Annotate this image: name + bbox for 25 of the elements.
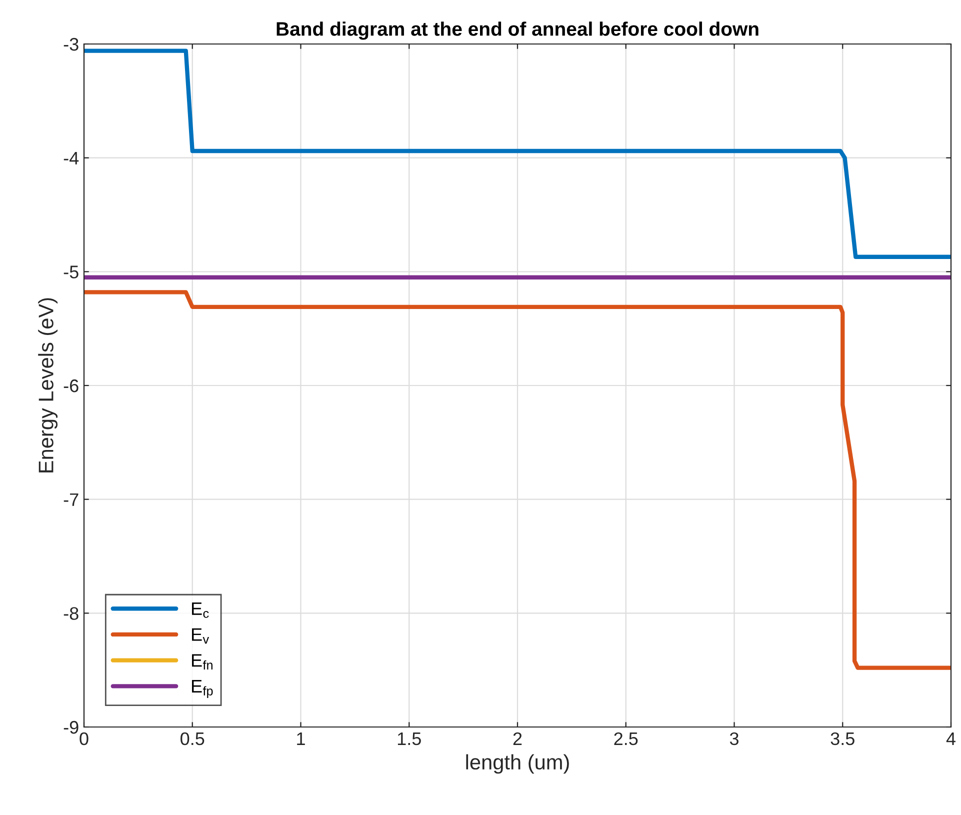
x-axis-title: length (um) — [466, 754, 569, 774]
line-series — [84, 290, 951, 670]
y-tick-label: -9 — [64, 720, 78, 734]
legend-label: E$_{v}$ — [192, 628, 210, 644]
x-tick-label: 0.5 — [180, 732, 204, 746]
x-tick-label: 2 — [513, 732, 522, 745]
x-tick-label: 3 — [730, 732, 738, 746]
line-series — [84, 48, 951, 259]
y-tick-label: -4 — [64, 152, 79, 164]
x-tick-label: 4 — [946, 732, 956, 745]
x-tick-label: 1 — [297, 732, 305, 745]
x-tick-label: 1.5 — [398, 732, 421, 746]
y-tick-label: -8 — [64, 607, 78, 620]
y-tick-label: -3 — [64, 38, 78, 51]
y-tick-label: -7 — [64, 493, 78, 506]
y-tick-label: -6 — [64, 379, 78, 392]
y-tick-label: -5 — [64, 266, 78, 278]
chart-title: Band diagram at the end of anneal before cool down — [276, 22, 758, 40]
legend-label: E$_{fp}$ — [192, 680, 213, 698]
legend-label: E$_{c}$ — [192, 602, 209, 618]
legend-label: E$_{fn}$ — [192, 654, 212, 670]
y-axis-title: Energy Levels (eV) — [38, 298, 58, 472]
x-tick-label: 0 — [80, 732, 88, 746]
x-tick-label: 3.5 — [830, 732, 854, 746]
x-tick-label: 2.5 — [614, 732, 638, 746]
